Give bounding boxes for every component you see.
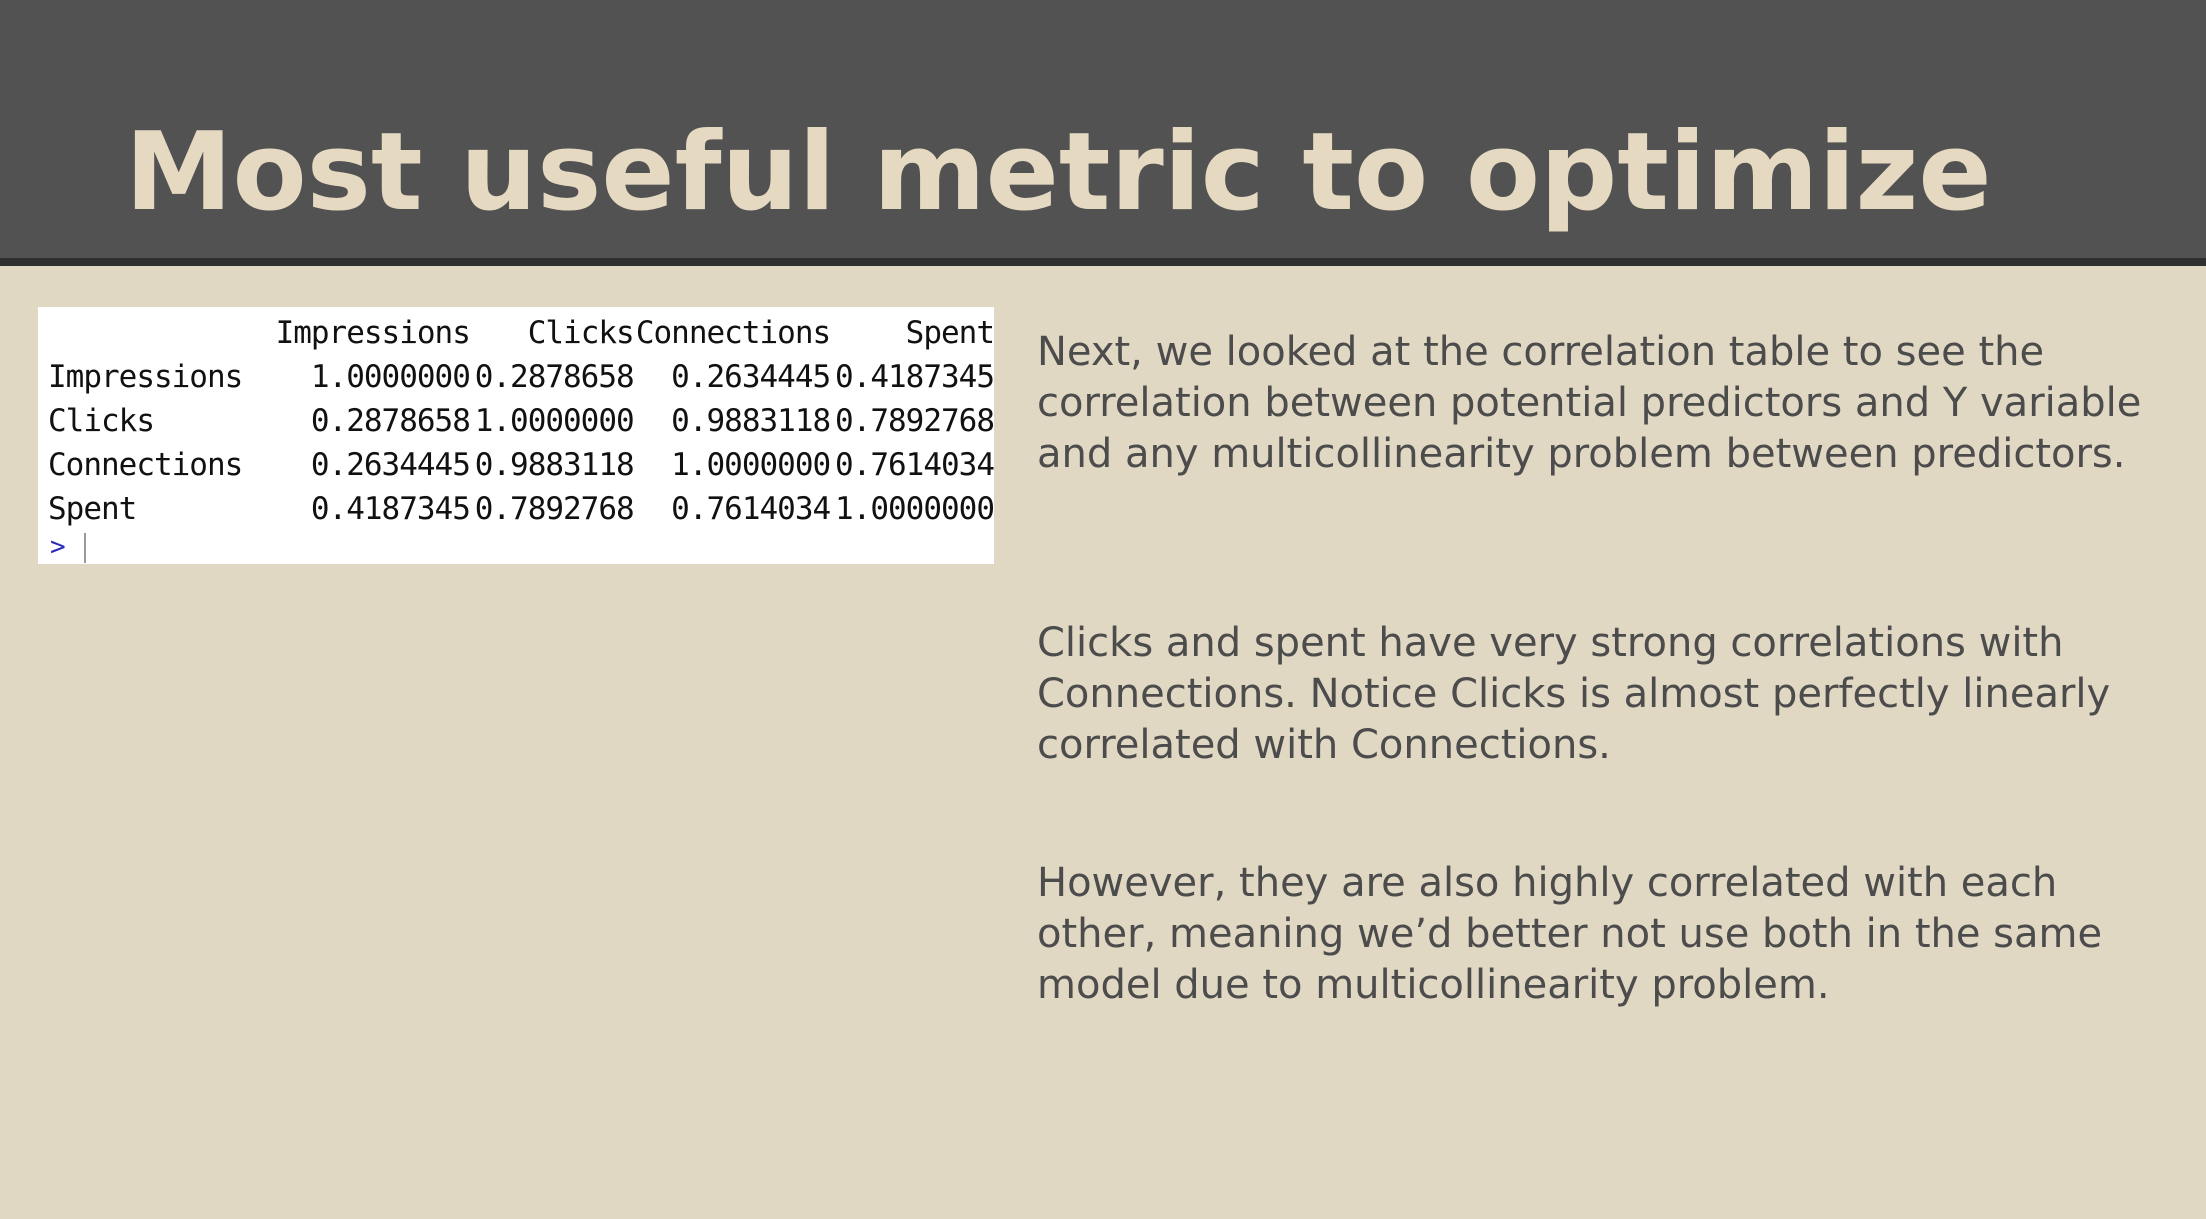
- table-cell: 0.2634445: [671, 359, 831, 395]
- console-prompt-icon: >: [50, 532, 66, 562]
- table-cell: 0.2878658: [474, 359, 635, 395]
- paragraph-multicollinearity: However, they are also highly correlated…: [1037, 860, 2103, 1008]
- table-cell: 0.9883118: [671, 403, 831, 439]
- table-row: Clicks 0.2878658 1.0000000 0.9883118 0.7…: [48, 399, 995, 443]
- text-cursor: [84, 533, 86, 563]
- table-cell: 1.0000000: [671, 447, 831, 483]
- column-header: Spent: [905, 315, 995, 351]
- table-corner: [48, 311, 271, 355]
- correlation-table: Impressions Clicks Connections Spent Imp…: [48, 311, 995, 531]
- table-cell: 0.7892768: [474, 491, 635, 527]
- table-header-row: Impressions Clicks Connections Spent: [48, 311, 995, 355]
- table-cell: 0.7614034: [835, 447, 995, 483]
- title-bar: Most useful metric to optimize: [0, 0, 2206, 266]
- slide-title: Most useful metric to optimize: [125, 110, 1992, 235]
- table-row: Connections 0.2634445 0.9883118 1.000000…: [48, 443, 995, 487]
- table-cell: 0.7614034: [671, 491, 831, 527]
- row-name: Impressions: [48, 359, 243, 395]
- paragraph-clicks-spent: Clicks and spent have very strong correl…: [1037, 620, 2111, 768]
- table-cell: 1.0000000: [835, 491, 995, 527]
- table-cell: 0.9883118: [474, 447, 635, 483]
- column-header: Impressions: [275, 315, 471, 351]
- table-cell: 1.0000000: [474, 403, 635, 439]
- table-cell: 0.2878658: [310, 403, 471, 439]
- row-name: Clicks: [48, 403, 155, 439]
- table-cell: 0.4187345: [835, 359, 995, 395]
- table-row: Impressions 1.0000000 0.2878658 0.263444…: [48, 355, 995, 399]
- table-cell: 0.7892768: [835, 403, 995, 439]
- table-row: Spent 0.4187345 0.7892768 0.7614034 1.00…: [48, 487, 995, 531]
- correlation-table-screenshot: Impressions Clicks Connections Spent Imp…: [38, 307, 995, 564]
- row-name: Spent: [48, 491, 137, 527]
- paragraph-correlation-intro: Next, we looked at the correlation table…: [1037, 329, 2142, 477]
- column-header: Clicks: [527, 315, 635, 351]
- table-cell: 1.0000000: [310, 359, 471, 395]
- row-name: Connections: [48, 447, 243, 483]
- column-header: Connections: [635, 315, 831, 351]
- table-cell: 0.2634445: [310, 447, 471, 483]
- table-cell: 0.4187345: [310, 491, 471, 527]
